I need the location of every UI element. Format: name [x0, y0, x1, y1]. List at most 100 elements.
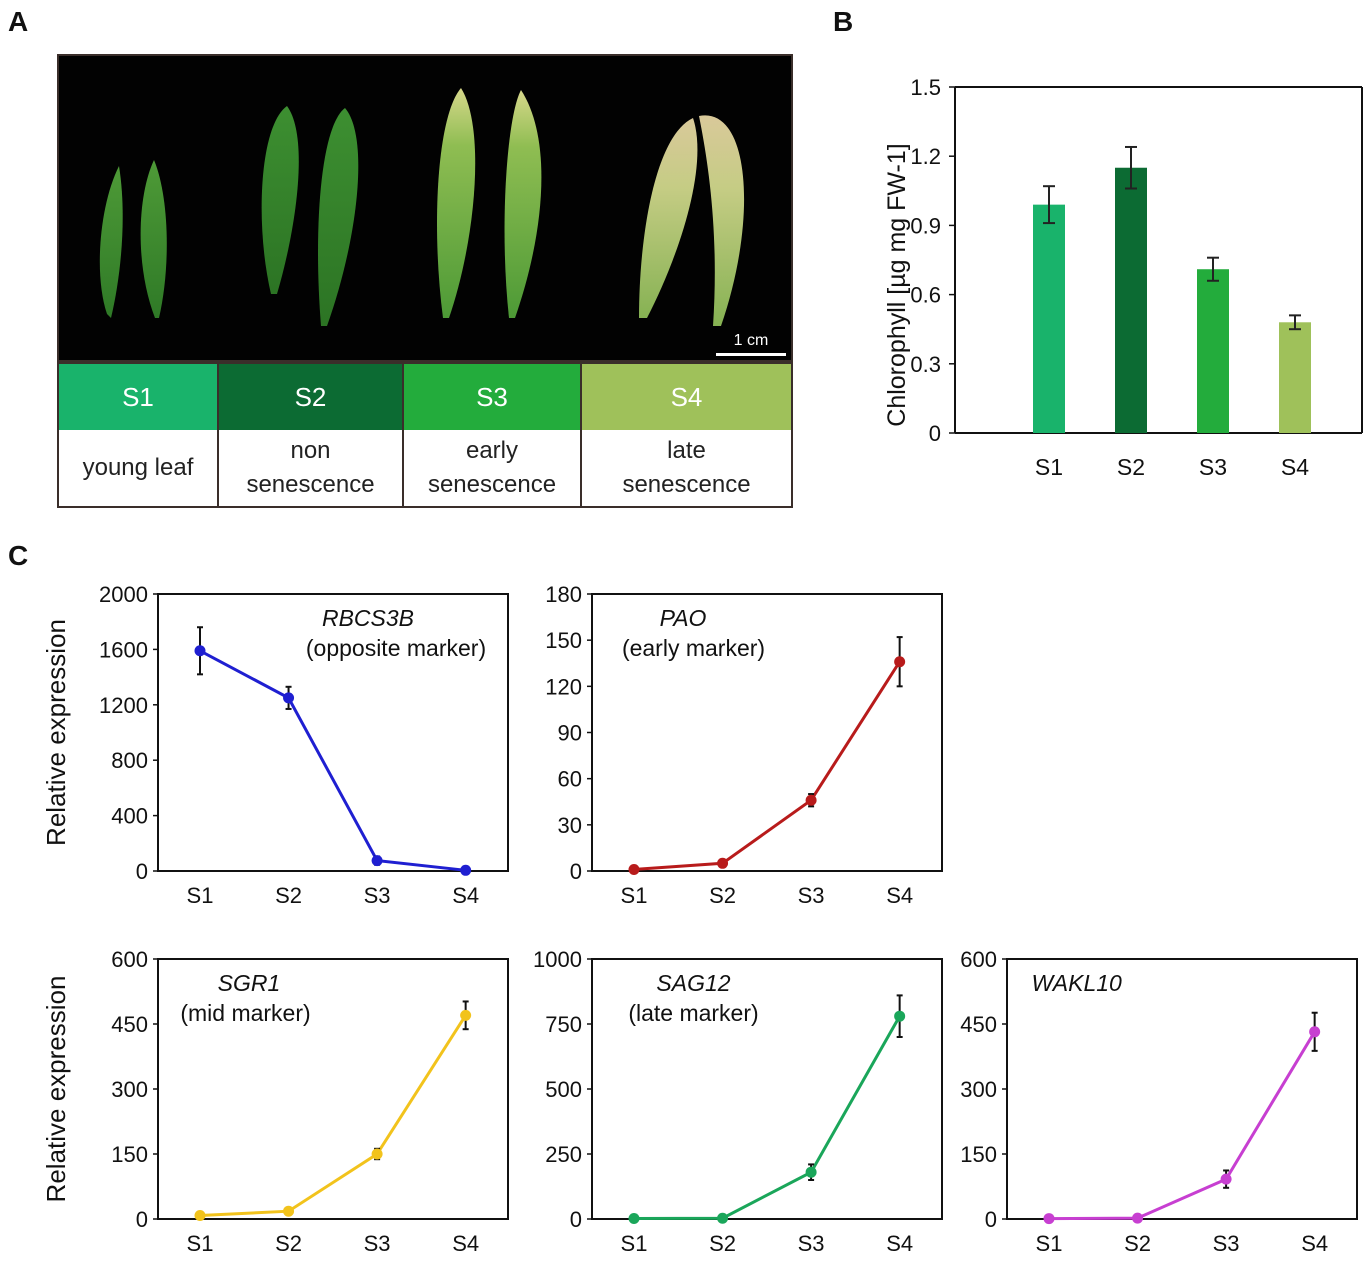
stage-code: S1	[59, 364, 217, 430]
data-point-s2	[717, 1212, 729, 1224]
y-tick-label: 30	[558, 813, 582, 838]
y-axis-label: Relative expression	[41, 976, 71, 1203]
data-point-s1	[1043, 1213, 1055, 1225]
stage-desc-line1: early	[465, 437, 519, 464]
stage-desc-line1: young leaf	[82, 454, 194, 481]
data-point-s3	[371, 855, 383, 867]
stage-column-s1: S1 young leaf	[59, 364, 219, 506]
marker-label: (opposite marker)	[306, 635, 486, 661]
plot-frame	[157, 593, 509, 872]
x-tick-label: S1	[621, 883, 648, 908]
y-tick-label: 0.9	[910, 213, 941, 238]
stage-column-s3: S3 early senescence	[404, 364, 582, 506]
x-tick-label: S2	[709, 883, 736, 908]
data-point-s4	[460, 864, 472, 876]
y-tick-label: 1600	[99, 637, 148, 662]
data-point-s4	[894, 1010, 906, 1022]
data-point-s4	[460, 1009, 472, 1021]
y-tick-label: 0	[570, 859, 582, 884]
panel-label-a: A	[8, 6, 29, 37]
y-tick-label: 1.2	[910, 144, 941, 169]
y-tick-label: 60	[558, 767, 582, 792]
x-tick-label: S1	[187, 1231, 214, 1256]
x-tick-label: S4	[452, 883, 479, 908]
bar-s1	[1033, 204, 1065, 433]
y-tick-label: 600	[960, 947, 997, 972]
stage-desc-line1: non	[290, 437, 331, 464]
x-tick-label: S3	[798, 1231, 825, 1256]
x-tick-label: S2	[275, 883, 302, 908]
y-tick-label: 800	[111, 748, 148, 773]
stage-description: non senescence	[219, 430, 402, 506]
marker-label: (late marker)	[628, 1000, 758, 1026]
y-tick-label: 300	[960, 1077, 997, 1102]
plot-frame	[1006, 958, 1358, 1220]
y-tick-label: 1.5	[910, 75, 941, 100]
stage-desc-line2: senescence	[427, 471, 557, 498]
y-tick-label: 1000	[533, 947, 582, 972]
x-tick-label: S1	[1036, 1231, 1063, 1256]
y-tick-label: 1200	[99, 693, 148, 718]
data-point-s3	[1220, 1173, 1232, 1185]
stage-desc-line2: senescence	[622, 471, 751, 498]
x-tick-label: S2	[275, 1231, 302, 1256]
x-tick-label: S4	[886, 1231, 913, 1256]
y-axis-label: Chlorophyll [µg mg FW-1]	[883, 143, 911, 426]
x-tick-label: S3	[1199, 454, 1227, 480]
marker-label: (early marker)	[622, 635, 765, 661]
series-line	[199, 649, 466, 872]
x-tick-label: S4	[1301, 1231, 1328, 1256]
x-tick-label: S3	[364, 883, 391, 908]
stage-table: S1 young leaf S2 non senescence S3 early…	[57, 362, 793, 508]
stage-column-s2: S2 non senescence	[219, 364, 404, 506]
x-tick-label: S1	[621, 1231, 648, 1256]
y-tick-label: 750	[545, 1012, 582, 1037]
y-axis-label: Relative expression	[41, 619, 71, 846]
y-tick-label: 150	[111, 1142, 148, 1167]
leaf-s1	[99, 160, 167, 318]
panel-label-b: B	[833, 6, 854, 37]
y-tick-label: 180	[545, 582, 582, 607]
y-tick-label: 0.3	[910, 352, 941, 377]
leaf-s4	[639, 115, 745, 327]
leaf-photograph: 1 cm	[57, 54, 793, 362]
y-tick-label: 150	[545, 628, 582, 653]
x-tick-label: S4	[1281, 454, 1309, 480]
x-tick-label: S4	[452, 1231, 479, 1256]
x-tick-label: S1	[187, 883, 214, 908]
data-point-s3	[805, 1166, 817, 1178]
stage-code: S3	[404, 364, 580, 430]
data-point-s4	[1309, 1026, 1321, 1038]
y-tick-label: 0	[136, 859, 148, 884]
data-point-s1	[194, 1210, 206, 1222]
bar-s3	[1197, 269, 1229, 433]
scale-bar	[716, 353, 786, 356]
scale-bar-label: 1 cm	[734, 332, 769, 349]
x-tick-label: S3	[798, 883, 825, 908]
series-line	[633, 660, 901, 871]
y-tick-label: 500	[545, 1077, 582, 1102]
gene-name: RBCS3B	[322, 605, 414, 631]
stage-description: late senescence	[582, 430, 791, 506]
data-point-s3	[371, 1148, 383, 1160]
y-tick-label: 600	[111, 947, 148, 972]
stage-code: S4	[582, 364, 791, 430]
leaf-illustration: 1 cm	[99, 88, 786, 356]
y-tick-label: 0	[929, 421, 941, 446]
series-line	[199, 1014, 467, 1218]
series-line	[633, 1015, 901, 1220]
y-tick-label: 300	[111, 1077, 148, 1102]
x-tick-label: S2	[1117, 454, 1145, 480]
stage-code: S2	[219, 364, 402, 430]
stage-description: early senescence	[404, 430, 580, 506]
y-tick-label: 0	[985, 1207, 997, 1232]
data-point-s2	[717, 857, 729, 869]
gene-name: WAKL10	[1032, 970, 1123, 996]
gene-name: PAO	[660, 605, 707, 631]
y-tick-label: 250	[545, 1142, 582, 1167]
y-tick-label: 2000	[99, 582, 148, 607]
plot-frame	[591, 958, 943, 1220]
panel-label-c: C	[8, 540, 29, 571]
stage-desc-line2: senescence	[246, 471, 375, 498]
